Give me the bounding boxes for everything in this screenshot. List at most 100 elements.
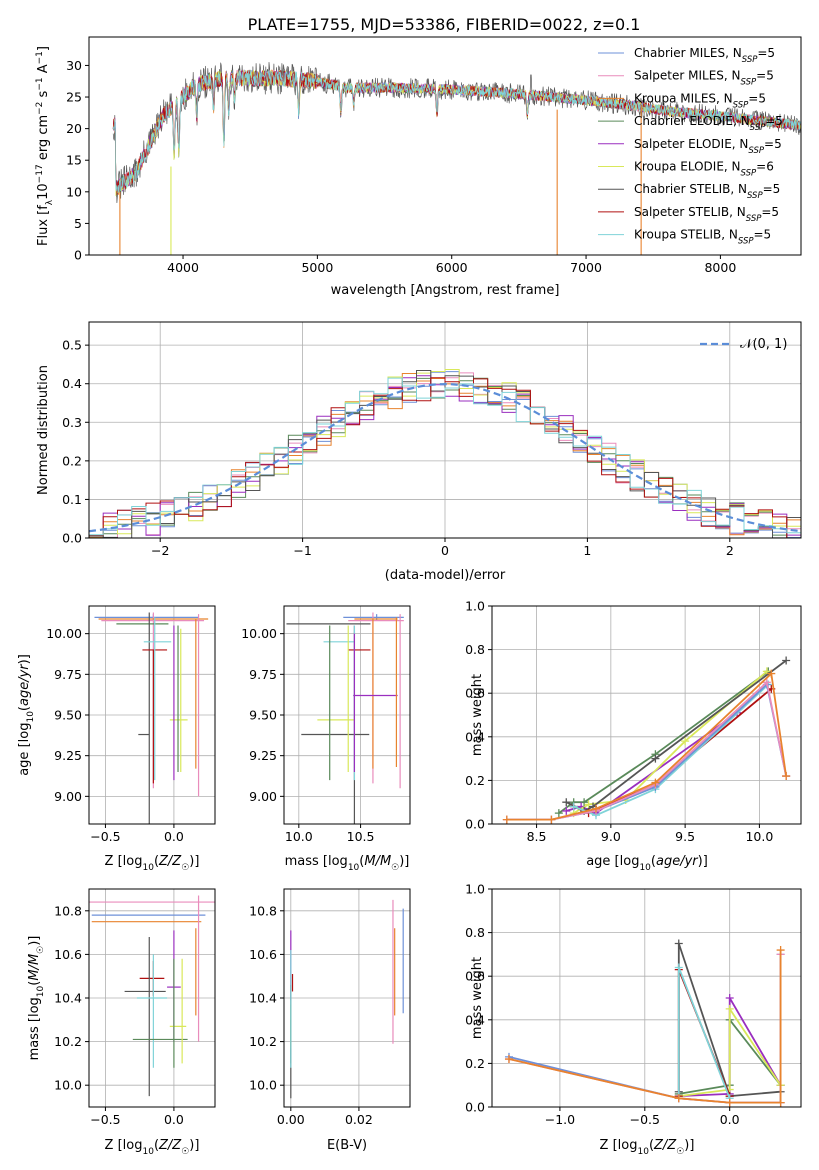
legend-sub: SSP [747, 191, 763, 201]
label-part: Z/Z [158, 1138, 182, 1153]
axes-frame [491, 605, 802, 825]
x-axis-label: age [log10(age/yr)] [586, 854, 708, 873]
label-part: age/yr [656, 854, 699, 869]
x-tick-label: −1.0 [545, 1112, 575, 1127]
legend-sub: SSP [741, 78, 757, 88]
x-tick-label: −1 [293, 543, 311, 558]
label-part: age [log [586, 854, 639, 869]
histogram-panel: −2 −1 0 1 2 0.0 0.1 0.2 0.3 0.4 0.5 𝒩(0, 1) (data-mo… [36, 321, 802, 583]
y-tick-label: 25 [66, 90, 82, 105]
y-axis-label: mass [log10(M/M☉)] [27, 936, 46, 1061]
legend-tail: =5 [756, 69, 774, 83]
label-part: erg cm [36, 115, 51, 164]
x-tick-label: 7000 [570, 260, 602, 275]
label-part: 10 [36, 183, 51, 200]
histogram-series [89, 369, 801, 537]
label-part: ( [154, 1138, 159, 1153]
label-part: ☉ [181, 863, 189, 873]
y-tick-label: 0.0 [465, 817, 485, 832]
label-part: ] [36, 46, 51, 51]
label-part: ☉ [676, 1147, 684, 1157]
weight-marker [674, 963, 683, 972]
weight-marker [725, 1004, 734, 1013]
label-part: ( [651, 854, 656, 869]
label-part: λ [45, 199, 55, 205]
y-tick-label: 5 [74, 216, 82, 231]
legend-entry: Salpeter STELIB, NSSP=5 [634, 205, 779, 224]
weight-marker [782, 772, 791, 781]
label-part: Z [log [600, 1138, 638, 1153]
data-point [124, 936, 166, 1097]
x-tick-label: 4000 [167, 260, 199, 275]
panels-layer: 4000 5000 6000 7000 8000051015202530Chabrier… [17, 36, 802, 1157]
label-part: ( [359, 854, 364, 869]
y-axis-label: mass weight [470, 957, 485, 1039]
mass-ebv-panel: 0.00 0.02 10.0 10.2 10.4 10.6 10.8 E(B-V) [249, 888, 411, 1153]
legend-tail: =6 [756, 160, 774, 174]
y-tick-label: 0.0 [62, 531, 82, 546]
label-part: )] [684, 1138, 694, 1153]
legend-sub: SSP [746, 214, 762, 224]
y-tick-label: 10.8 [249, 903, 277, 918]
legend-entry: Kroupa ELODIE, NSSP=6 [634, 160, 774, 179]
label-part: 10 [348, 863, 360, 873]
weight-marker [580, 798, 589, 807]
legend-entry: Kroupa STELIB, NSSP=5 [634, 228, 771, 247]
x-tick-label: 8.5 [527, 829, 547, 844]
x-tick-label: 9.5 [675, 829, 695, 844]
y-tick-label: 15 [66, 153, 82, 168]
label-part: M/M [364, 854, 391, 869]
mass-z-panel: −0.5 0.010.010.210.410.610.8Z [log10(Z/Z☉… [27, 888, 216, 1157]
x-axis-label: Z [log10(Z/Z☉)] [600, 1138, 695, 1157]
y-tick-label: 9.50 [54, 708, 82, 723]
x-tick-label: 10.5 [347, 829, 375, 844]
label-part: 10 [637, 1147, 649, 1157]
normal-curve [89, 382, 799, 533]
y-tick-label: 10.0 [249, 1078, 277, 1093]
y-tick-label: 10.8 [54, 903, 82, 918]
data-point [136, 954, 168, 1068]
legend-sub: SSP [741, 169, 757, 179]
legend-text: Salpeter MILES, N [634, 69, 741, 83]
histogram-series [89, 377, 801, 536]
label-part: age/yr [17, 663, 32, 706]
y-tick-label: 9.00 [249, 789, 277, 804]
legend-tail: =5 [754, 228, 772, 242]
label-part: Z/Z [158, 854, 182, 869]
label-part: )] [17, 654, 32, 664]
legend-entry: 𝒩(0, 1) [740, 337, 787, 352]
y-tick-label: 10.4 [54, 991, 82, 1006]
legend-text: Salpeter ELODIE, N [634, 137, 748, 151]
weight-marker [562, 798, 571, 807]
x-tick-label: −0.5 [90, 829, 120, 844]
y-tick-label: 0.1 [62, 492, 82, 507]
y-tick-label: 0.2 [465, 1056, 485, 1071]
y-tick-label: 10.4 [249, 991, 277, 1006]
mass-ebv-panel-frame: 0.00 0.02 10.0 10.2 10.4 10.6 10.8 E(B-V) [249, 888, 411, 1153]
label-part: −1 [35, 77, 45, 90]
label-part: Z [log [105, 1138, 143, 1153]
x-tick-label: 0.0 [164, 829, 184, 844]
y-tick-label: 0.8 [465, 642, 485, 657]
legend-tail: =5 [748, 91, 766, 105]
x-axis-label: Z [log10(Z/Z☉)] [105, 854, 200, 873]
x-axis-label: wavelength [Angstrom, rest frame] [331, 283, 560, 298]
x-tick-label: 9.0 [601, 829, 621, 844]
weight-marker [776, 946, 785, 955]
legend-sub: SSP [742, 55, 758, 65]
weight-marker [762, 678, 771, 687]
figure-title: PLATE=1755, MJD=53386, FIBERID=0022, z=0… [248, 15, 641, 34]
weight-marker [674, 1094, 683, 1103]
legend-text: Chabrier ELODIE, N [634, 114, 750, 128]
weight-age-panel-frame: 8.5 9.0 9.5 10.0 0.0 0.2 0.4 0.6 0.8 1.0 age [log1… [465, 599, 802, 873]
legend-entry: Salpeter MILES, NSSP=5 [634, 69, 774, 88]
x-tick-label: 0.02 [345, 1112, 373, 1127]
y-tick-label: 0.8 [465, 925, 485, 940]
y-tick-label: 30 [66, 58, 82, 73]
label-part: s [36, 90, 51, 101]
axes-frame [491, 888, 802, 1108]
label-part: A [36, 64, 51, 77]
